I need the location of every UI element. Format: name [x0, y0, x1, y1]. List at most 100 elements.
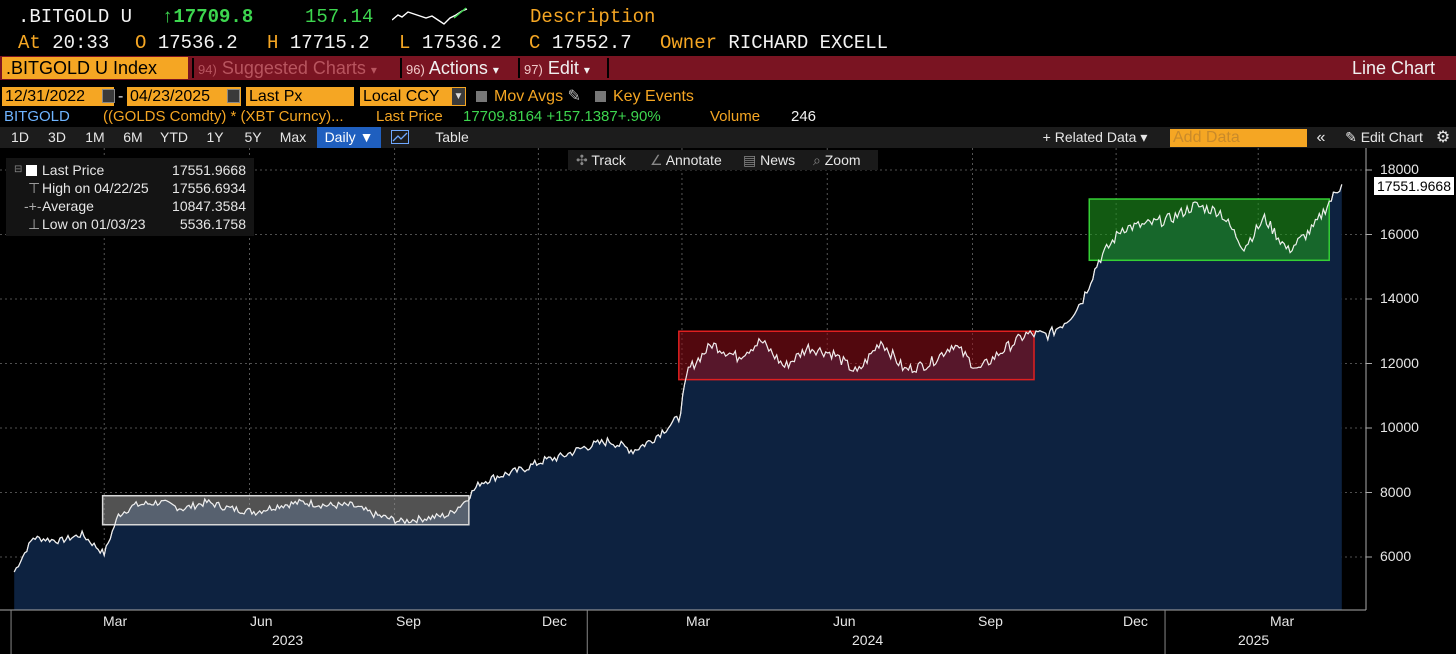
key-events-label: Key Events — [613, 88, 694, 105]
y-tick: 12000 — [1380, 355, 1419, 371]
ticker: .BITGOLD U — [18, 6, 133, 28]
x-tick: Jun — [833, 613, 856, 629]
year-label: 2024 — [852, 632, 884, 648]
x-tick: Mar — [686, 613, 711, 629]
period-max[interactable]: Max — [279, 129, 307, 145]
y-tick: 18000 — [1380, 161, 1419, 177]
mov-avgs-checkbox[interactable] — [476, 91, 487, 102]
y-tick: 10000 — [1380, 419, 1419, 435]
x-tick: Sep — [396, 613, 421, 629]
legend-high: ⊤ High on 04/22/25 17556.6934 — [28, 180, 246, 196]
y-tick: 8000 — [1380, 484, 1412, 500]
chart-toolbar: 1D 3D 1M 6M YTD 1Y 5Y Max Daily ▼ Table … — [0, 127, 1456, 148]
last-price-label: Last Price — [376, 108, 443, 125]
highlight-boxes — [13, 184, 1343, 573]
collapse-icon[interactable]: « — [1316, 129, 1326, 146]
calendar-icon[interactable] — [227, 89, 240, 103]
y-tick: 16000 — [1380, 226, 1419, 242]
line-chart-icon[interactable] — [385, 127, 415, 148]
zoom-tool[interactable]: ⌕ Zoom — [813, 152, 861, 168]
price-field-select[interactable]: Last Px — [246, 87, 354, 106]
menu-bar: .BITGOLD U Index 94) Suggested Charts ▾ … — [0, 56, 1456, 80]
edit-menu[interactable]: 97) Edit ▾ — [524, 58, 590, 78]
high-price: H 17715.2 — [267, 32, 370, 54]
dropdown-icon: ▾ — [370, 63, 377, 77]
annotate-tool[interactable]: ∠ Annotate — [650, 152, 722, 168]
x-tick: Jun — [250, 613, 273, 629]
period-3d[interactable]: 3D — [48, 129, 66, 145]
currency-select[interactable]: Local CCY — [360, 87, 466, 106]
pencil-icon[interactable]: ✎ — [567, 88, 581, 105]
gear-icon[interactable]: ⚙ — [1435, 129, 1451, 146]
crosshair-icon: ✣ — [576, 152, 588, 168]
y-tick: 14000 — [1380, 290, 1419, 306]
news-tool[interactable]: ▤ News — [743, 152, 796, 168]
period-1m[interactable]: 1M — [85, 129, 105, 145]
security-index-field[interactable]: .BITGOLD U Index — [2, 57, 188, 79]
start-date-field[interactable]: 12/31/2022 — [2, 87, 114, 106]
legend-average: -+- Average 10847.3584 — [24, 198, 246, 214]
legend-swatch — [26, 165, 37, 176]
mov-avgs-label: Mov Avgs ✎ — [494, 88, 581, 105]
change-header: 157.14 — [305, 6, 374, 28]
legend-low: ⊥ Low on 01/03/23 5536.1758 — [28, 216, 246, 232]
price-line-overlay — [13, 184, 1343, 573]
last-price-value: 17709.8164 +157.1387+.90% — [463, 108, 661, 125]
news-icon: ▤ — [743, 152, 757, 168]
frequency-select[interactable]: Daily ▼ — [317, 127, 381, 148]
chart-type-label: Line Chart — [1352, 58, 1436, 78]
owner: Owner RICHARD EXCELL — [660, 32, 889, 54]
legend-last: ⊟ Last Price 17551.9668 — [14, 162, 246, 178]
x-tick: Mar — [1270, 613, 1295, 629]
actions-menu[interactable]: 96) Actions ▾ — [406, 58, 499, 78]
annotate-icon: ∠ — [650, 152, 663, 168]
volume-label: Volume — [710, 108, 761, 125]
chart-legend: ⊟ Last Price 17551.9668 ⊤ High on 04/22/… — [6, 158, 254, 236]
period-1d[interactable]: 1D — [11, 129, 29, 145]
average-marker-icon: -+- — [24, 198, 42, 214]
timestamp: At 20:33 — [18, 32, 110, 54]
price-chart[interactable] — [0, 148, 1456, 654]
x-tick: Mar — [103, 613, 128, 629]
open-price: O 17536.2 — [135, 32, 238, 54]
table-button[interactable]: Table — [435, 129, 469, 145]
security-formula: ((GOLDS Comdty) * (XBT Curncy)... — [103, 108, 344, 125]
price-area — [14, 184, 1342, 610]
chart-tools-bar: ✣ Track ∠ Annotate ▤ News ⌕ Zoom — [568, 150, 878, 170]
key-events-checkbox[interactable] — [595, 91, 606, 102]
x-tick: Dec — [542, 613, 567, 629]
pencil-icon: ✎ — [1345, 129, 1357, 145]
security-name: BITGOLD — [4, 108, 70, 125]
year-label: 2023 — [272, 632, 304, 648]
high-marker-icon: ⊤ — [28, 180, 41, 196]
last-price-header: ↑17709.8 — [162, 6, 254, 28]
green-highlight-box — [1088, 198, 1330, 262]
red-highlight-box — [678, 330, 1035, 381]
track-tool[interactable]: ✣ Track — [576, 152, 626, 168]
end-date-field[interactable]: 04/23/2025 — [127, 87, 241, 106]
chevron-down-icon[interactable]: ▼ — [452, 88, 465, 105]
period-5y[interactable]: 5Y — [244, 129, 262, 145]
description-link[interactable]: Description — [530, 6, 656, 28]
chart-axes — [0, 148, 1372, 654]
y-tick: 6000 — [1380, 548, 1412, 564]
calendar-icon[interactable] — [102, 89, 115, 103]
period-6m[interactable]: 6M — [123, 129, 143, 145]
sparkline-icon — [392, 7, 468, 25]
x-tick: Dec — [1123, 613, 1148, 629]
period-ytd[interactable]: YTD — [160, 129, 188, 145]
edit-chart-button[interactable]: ✎ Edit Chart — [1345, 129, 1423, 145]
year-label: 2025 — [1238, 632, 1270, 648]
period-1y[interactable]: 1Y — [206, 129, 224, 145]
dropdown-icon: ▾ — [492, 63, 499, 77]
x-tick: Sep — [978, 613, 1003, 629]
low-marker-icon: ⊥ — [28, 216, 41, 232]
related-data-menu[interactable]: + Related Data ▾ — [1042, 129, 1148, 145]
last-value-label: 17551.9668 — [1374, 177, 1454, 195]
suggested-charts-menu[interactable]: 94) Suggested Charts ▾ — [198, 58, 377, 78]
dropdown-icon: ▾ — [583, 63, 590, 77]
up-arrow-icon: ↑ — [162, 6, 174, 28]
volume-value: 246 — [791, 108, 817, 125]
close-price: C 17552.7 — [529, 32, 632, 54]
add-data-field[interactable]: Add Data — [1170, 129, 1307, 147]
